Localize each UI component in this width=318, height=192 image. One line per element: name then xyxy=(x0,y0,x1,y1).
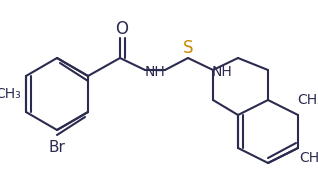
Text: S: S xyxy=(183,39,193,57)
Text: CH₃: CH₃ xyxy=(0,87,21,101)
Text: CH₃: CH₃ xyxy=(299,151,318,165)
Text: CH₃: CH₃ xyxy=(297,93,318,107)
Text: Br: Br xyxy=(49,141,66,156)
Text: NH: NH xyxy=(211,65,232,79)
Text: O: O xyxy=(115,20,128,38)
Text: NH: NH xyxy=(145,65,165,79)
